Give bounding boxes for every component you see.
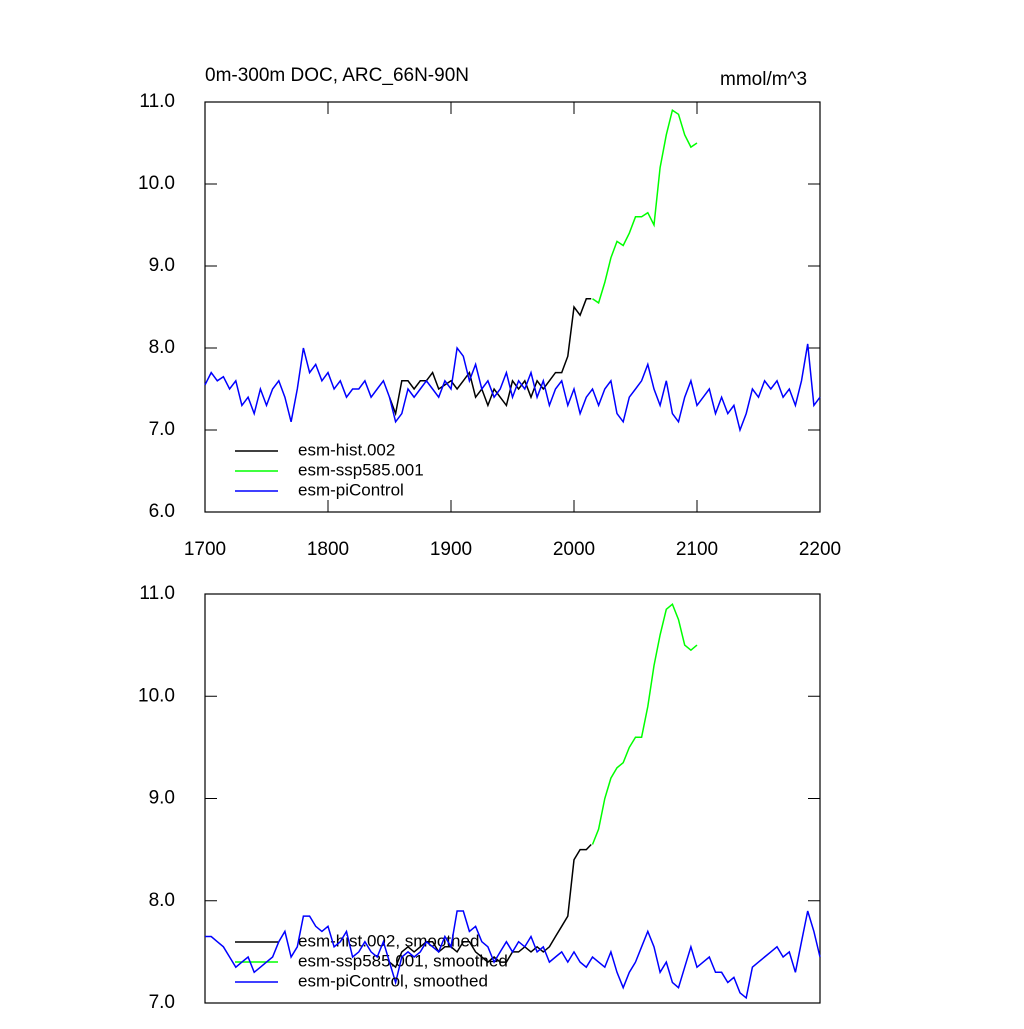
x-tick-label: 2200 bbox=[799, 539, 841, 560]
y-tick-label: 10.0 bbox=[138, 685, 175, 706]
y-tick-label: 10.0 bbox=[138, 173, 175, 194]
y-tick-label: 6.0 bbox=[149, 501, 175, 522]
units-label: mmol/m^3 bbox=[720, 69, 807, 90]
y-tick-label: 9.0 bbox=[149, 788, 175, 809]
series-line bbox=[388, 298, 592, 417]
y-tick-label: 11.0 bbox=[139, 583, 175, 604]
plot-frame bbox=[204, 101, 821, 513]
y-tick-label: 11.0 bbox=[139, 91, 175, 112]
legend-text: esm-ssp585.001, smoothed bbox=[298, 951, 508, 970]
x-tick-label: 1900 bbox=[430, 539, 472, 560]
series-line bbox=[591, 602, 698, 845]
series-line bbox=[592, 108, 698, 305]
x-tick-label: 1700 bbox=[184, 539, 226, 560]
series-line bbox=[204, 343, 821, 433]
legend-text: esm-ssp585.001 bbox=[298, 460, 424, 479]
x-tick-label: 1800 bbox=[307, 539, 349, 560]
legend-text: esm-piControl, smoothed bbox=[298, 971, 488, 990]
x-tick-label: 2100 bbox=[676, 539, 718, 560]
chart-title: 0m-300m DOC, ARC_66N-90N bbox=[205, 65, 469, 86]
x-tick-label: 2000 bbox=[553, 539, 595, 560]
legend-text: esm-hist.002 bbox=[298, 440, 395, 459]
y-tick-label: 9.0 bbox=[149, 255, 175, 276]
y-tick-label: 7.0 bbox=[149, 419, 175, 440]
series-line bbox=[205, 910, 821, 1000]
series-line bbox=[389, 843, 592, 969]
y-tick-label: 7.0 bbox=[149, 992, 175, 1013]
y-tick-label: 8.0 bbox=[149, 337, 175, 358]
legend-text: esm-piControl bbox=[298, 480, 404, 499]
y-tick-label: 8.0 bbox=[149, 890, 175, 911]
